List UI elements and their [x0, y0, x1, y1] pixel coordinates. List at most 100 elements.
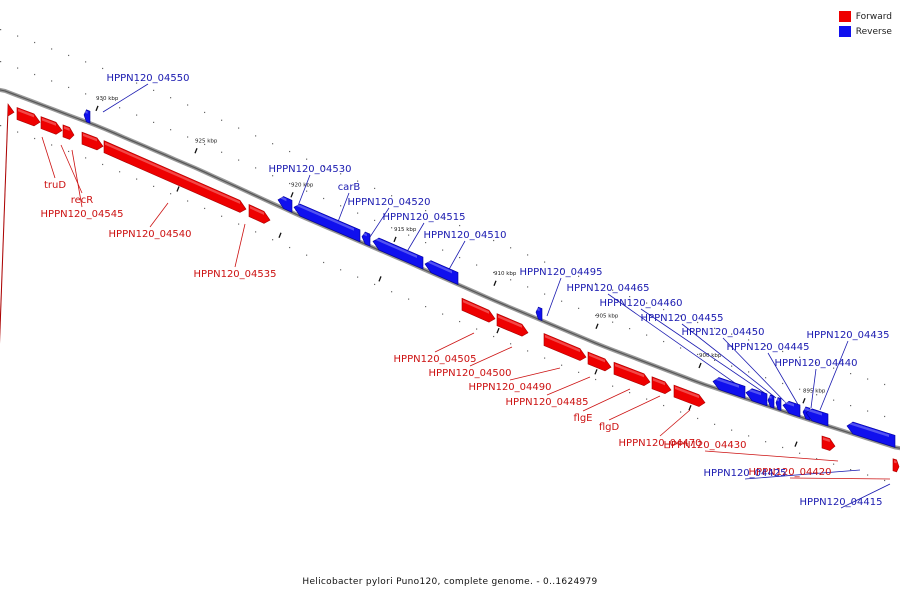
- kbp-tick-mark: [194, 148, 198, 154]
- legend-item-forward: Forward: [838, 9, 892, 24]
- scale-dot-lower: [391, 291, 393, 293]
- scale-dot-lower: [782, 446, 784, 449]
- scale-dot-upper-far: [476, 232, 478, 234]
- scale-dot-upper-far: [714, 327, 716, 329]
- kbp-tick-mark: [698, 362, 702, 369]
- scale-dot-lower: [867, 474, 869, 476]
- gene-label[interactable]: HPPN120_04505: [394, 354, 477, 365]
- forward-gene-arrow[interactable]: [461, 297, 496, 323]
- lower-tick-mark: [594, 369, 598, 375]
- lower-tick-mark: [794, 441, 798, 447]
- gene-label[interactable]: HPPN120_04490: [469, 382, 552, 393]
- gene-label[interactable]: HPPN120_04445: [727, 342, 810, 353]
- legend-label-reverse: Reverse: [855, 26, 892, 37]
- reverse-gene-arrow[interactable]: [767, 394, 775, 409]
- forward-gene-arrow[interactable]: [673, 384, 706, 407]
- reverse-gene-arrow[interactable]: [361, 231, 371, 247]
- scale-dot-lower: [221, 215, 223, 217]
- scale-dot-upper: [544, 293, 546, 295]
- gene-label[interactable]: HPPN120_04425: [704, 468, 787, 479]
- scale-dot-upper: [612, 321, 614, 323]
- gene-label[interactable]: flgD: [599, 422, 620, 433]
- gene-label[interactable]: HPPN120_04435: [807, 330, 890, 341]
- scale-dot-upper: [153, 121, 155, 123]
- gene-leader-line: [722, 337, 787, 404]
- reverse-gene-arrow[interactable]: [293, 202, 361, 243]
- gene-label[interactable]: flgE: [574, 413, 593, 424]
- reverse-gene-arrow[interactable]: [424, 259, 459, 285]
- gene-label[interactable]: HPPN120_04460: [600, 298, 683, 309]
- forward-gene-arrow[interactable]: [613, 361, 651, 387]
- gene-label[interactable]: HPPN120_04440: [775, 358, 858, 369]
- reverse-gene-arrow[interactable]: [846, 421, 896, 448]
- reverse-gene-arrow[interactable]: [535, 306, 543, 322]
- reverse-gene-arrow[interactable]: [775, 397, 782, 411]
- reverse-gene-arrow[interactable]: [277, 195, 293, 213]
- forward-gene-arrow[interactable]: [103, 140, 247, 213]
- gene-label[interactable]: HPPN120_04415: [800, 497, 883, 508]
- gene-leader-line: [681, 323, 777, 399]
- forward-gene-arrow[interactable]: [16, 107, 41, 127]
- gene-label[interactable]: HPPN120_04530: [269, 164, 352, 175]
- scale-dot-upper: [306, 190, 308, 192]
- scale-dot-lower: [102, 163, 104, 166]
- gene-label[interactable]: HPPN120_04535: [194, 269, 277, 280]
- forward-gene-arrow[interactable]: [0, 103, 15, 473]
- lower-tick-mark: [688, 404, 692, 411]
- forward-gene-arrow[interactable]: [587, 351, 612, 372]
- gene-label[interactable]: HPPN120_04455: [641, 313, 724, 324]
- forward-gene-arrow[interactable]: [81, 131, 104, 151]
- scale-dot-upper-far: [85, 61, 87, 63]
- gene-leader-line: [469, 346, 513, 367]
- scale-dot-upper-far: [170, 97, 172, 99]
- gene-label[interactable]: HPPN120_04465: [567, 283, 650, 294]
- forward-gene-arrow[interactable]: [40, 116, 63, 135]
- gene-label[interactable]: HPPN120_04450: [682, 327, 765, 338]
- gene-label[interactable]: HPPN120_04545: [41, 209, 124, 220]
- scale-dot-upper: [884, 415, 886, 418]
- scale-dot-upper-far: [306, 158, 308, 160]
- reverse-gene-arrow[interactable]: [782, 400, 801, 418]
- forward-gene-arrow[interactable]: [62, 124, 75, 140]
- gene-label[interactable]: HPPN120_04550: [107, 73, 190, 84]
- reverse-gene-arrow[interactable]: [805, 408, 829, 427]
- gene-label[interactable]: recR: [71, 195, 94, 206]
- scale-dot-upper: [34, 73, 36, 76]
- gene-label[interactable]: HPPN120_04495: [520, 267, 603, 278]
- reverse-gene-arrow[interactable]: [745, 388, 768, 407]
- forward-gene-arrow[interactable]: [543, 333, 587, 361]
- scale-dot-upper: [68, 86, 70, 89]
- forward-gene-arrow[interactable]: [248, 204, 271, 224]
- gene-label[interactable]: HPPN120_04500: [429, 368, 512, 379]
- gene-label[interactable]: carB: [338, 182, 361, 193]
- reverse-gene-arrow[interactable]: [712, 376, 746, 399]
- gene-label[interactable]: HPPN120_04520: [348, 197, 431, 208]
- forward-gene-arrow[interactable]: [821, 435, 836, 451]
- gene-label[interactable]: HPPN120_04515: [383, 212, 466, 223]
- gene-label[interactable]: HPPN120_04470: [619, 438, 702, 449]
- reverse-gene-arrow[interactable]: [83, 109, 91, 124]
- scale-dot-upper-far: [612, 289, 614, 291]
- forward-gene-arrow[interactable]: [651, 376, 672, 395]
- scale-dot-lower: [748, 435, 750, 437]
- forward-gene-arrow[interactable]: [892, 458, 900, 473]
- scale-dot-upper-far: [867, 378, 869, 380]
- gene-label[interactable]: HPPN120_04510: [424, 230, 507, 241]
- scale-dot-lower: [34, 137, 36, 140]
- scale-dot-upper-far: [510, 247, 512, 249]
- gene-leader-line: [446, 240, 466, 274]
- kbp-tick-label: 910 kbp: [494, 271, 517, 277]
- gene-label[interactable]: truD: [44, 180, 66, 191]
- scale-dot-upper-far: [34, 41, 36, 44]
- gene-label[interactable]: HPPN120_04540: [109, 229, 192, 240]
- scale-dot-upper-far: [748, 339, 750, 341]
- gene-label[interactable]: HPPN120_04420: [749, 467, 832, 478]
- reverse-gene-arrow[interactable]: [372, 236, 424, 270]
- gene-leader-line: [102, 83, 149, 113]
- gene-label[interactable]: HPPN120_04430: [664, 440, 747, 451]
- forward-gene-arrow[interactable]: [496, 313, 529, 337]
- scale-dot-lower: [374, 283, 376, 286]
- gene-label[interactable]: HPPN120_04485: [506, 397, 589, 408]
- scale-dot-lower: [663, 404, 665, 407]
